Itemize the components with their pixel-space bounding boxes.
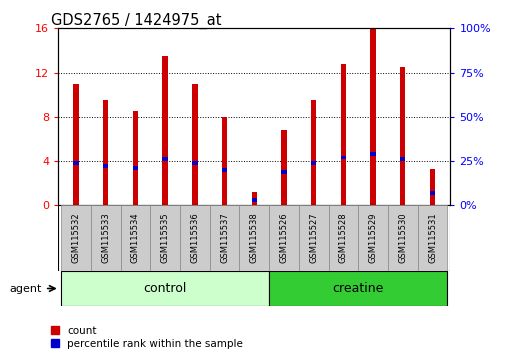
Bar [61,205,91,271]
Bar [180,205,209,271]
Text: GSM115536: GSM115536 [190,213,199,263]
Bar [103,100,108,205]
Text: GSM115531: GSM115531 [427,213,436,263]
Bar [269,205,298,271]
Bar [399,67,405,205]
Bar [298,205,328,271]
Bar [132,111,138,205]
Legend: count, percentile rank within the sample: count, percentile rank within the sample [50,326,243,349]
Bar [150,205,180,271]
Text: creatine: creatine [332,282,383,295]
Bar [417,205,446,271]
Bar [222,117,227,205]
Bar [251,192,257,205]
Text: GSM115528: GSM115528 [338,213,347,263]
Bar [328,205,358,271]
Bar [311,100,316,205]
Text: GSM115527: GSM115527 [309,213,318,263]
Text: GSM115533: GSM115533 [101,213,110,263]
Bar [239,205,269,271]
Bar [91,205,120,271]
Bar [281,130,286,205]
Bar [73,161,79,165]
Text: GSM115529: GSM115529 [368,213,377,263]
Text: GSM115526: GSM115526 [279,213,288,263]
Bar [103,165,108,168]
Bar [192,84,197,205]
Text: GSM115530: GSM115530 [397,213,407,263]
Bar [340,156,345,159]
Bar [132,166,138,170]
Text: GSM115535: GSM115535 [160,213,169,263]
Bar [162,56,168,205]
Text: GDS2765 / 1424975_at: GDS2765 / 1424975_at [52,12,221,29]
Bar [61,271,269,306]
Bar [340,64,345,205]
Bar [209,205,239,271]
Bar [370,152,375,156]
Text: GSM115532: GSM115532 [71,213,80,263]
Text: GSM115534: GSM115534 [131,213,140,263]
Bar [192,161,197,165]
Bar [429,191,434,195]
Bar [399,158,405,161]
Text: control: control [143,282,186,295]
Bar [73,84,79,205]
Bar [358,205,387,271]
Text: agent: agent [9,284,41,293]
Bar [251,198,257,202]
Bar [429,169,434,205]
Bar [311,161,316,165]
Text: GSM115538: GSM115538 [249,213,258,263]
Bar [370,28,375,205]
Bar [269,271,446,306]
Bar [387,205,417,271]
Bar [120,205,150,271]
Bar [222,168,227,172]
Text: GSM115537: GSM115537 [220,213,229,263]
Bar [162,158,168,161]
Bar [281,170,286,173]
